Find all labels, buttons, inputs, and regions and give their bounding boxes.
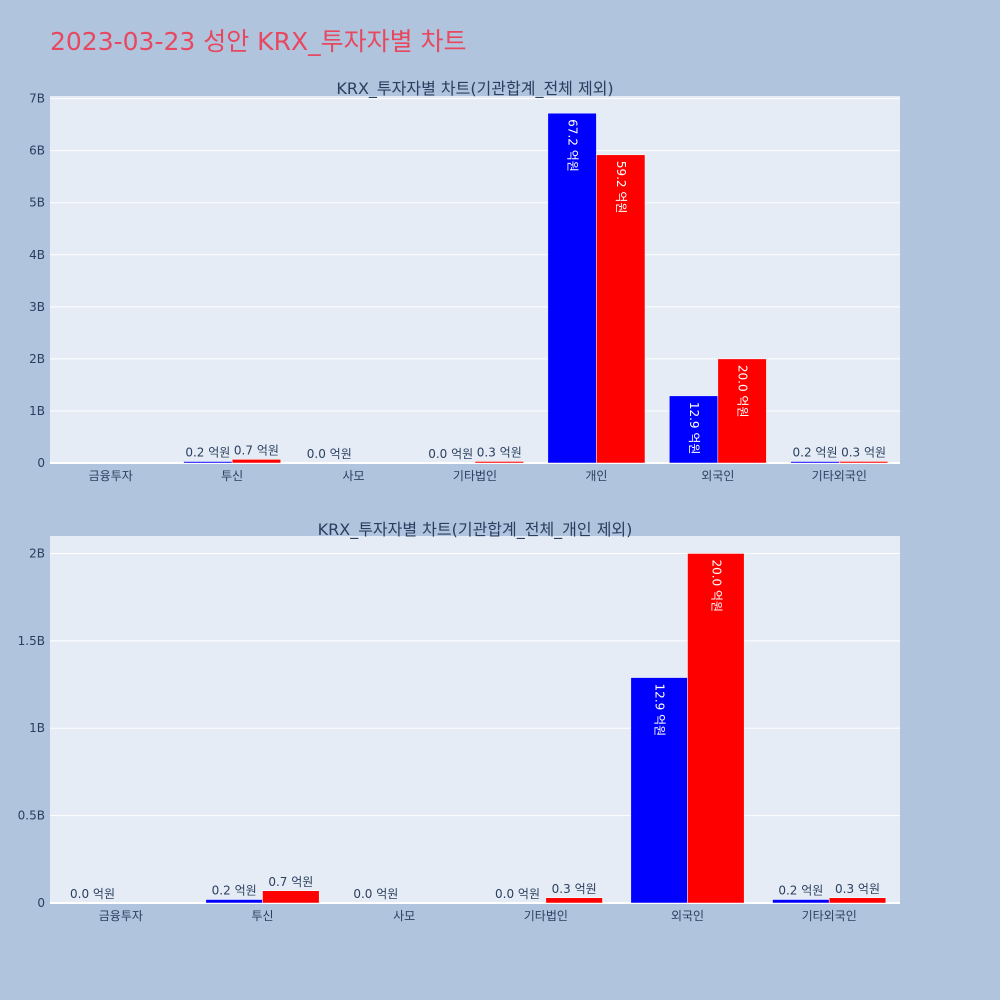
data-label: 0.3 억원 [835, 882, 880, 896]
data-label: 0.2 억원 [185, 446, 230, 460]
bar [790, 461, 840, 464]
y-tick-label: 0 [37, 456, 45, 470]
y-tick-label: 4B [29, 248, 45, 262]
bar [231, 459, 281, 464]
x-tick-label: 기타법인 [453, 469, 497, 483]
bar [717, 358, 767, 464]
x-tick-label: 기타법인 [524, 909, 568, 923]
x-tick-label: 외국인 [701, 469, 734, 483]
data-label: 0.2 억원 [793, 446, 838, 460]
chart-2: 0 0.5B 1B 1.5B 2B KRX_투자자별 차트(기관합계_전체_개인 제외) 금… [18, 520, 900, 923]
y-tick-label: 2B [29, 352, 45, 366]
data-label: 20.0 억원 [736, 365, 750, 418]
plot-area [50, 536, 900, 903]
data-label: 67.2 억원 [566, 119, 580, 172]
data-label: 0.0 억원 [353, 887, 398, 901]
bar [596, 154, 646, 464]
data-label: 59.2 억원 [614, 161, 628, 214]
chart-1: 0 1B 2B 3B 4B 5B 6B 7B KRX_투자자별 차트(기관합계_전체 제외) 금융… [29, 79, 900, 483]
bar [772, 899, 830, 904]
data-label: 0.7 억원 [234, 443, 279, 457]
data-label: 12.9 억원 [653, 684, 667, 737]
data-label: 0.0 억원 [307, 447, 352, 461]
bar [687, 553, 745, 904]
data-label: 0.2 억원 [212, 884, 257, 898]
bar [630, 677, 688, 904]
bar [474, 461, 524, 464]
bar [545, 897, 603, 904]
x-tick-label: 기타외국인 [812, 469, 867, 483]
bar [183, 461, 233, 464]
x-tick-label: 금융투자 [99, 909, 143, 923]
y-tick-label: 2B [29, 546, 45, 560]
y-tick-label: 3B [29, 300, 45, 314]
bar [669, 395, 719, 464]
y-tick-label: 0.5B [18, 809, 45, 823]
x-tick-label: 개인 [585, 469, 607, 483]
bar [205, 899, 263, 904]
x-tick-label: 외국인 [671, 909, 704, 923]
data-label: 20.0 억원 [709, 559, 723, 612]
x-tick-label: 사모 [393, 909, 415, 923]
x-tick-label: 금융투자 [89, 469, 133, 483]
data-label: 0.0 억원 [495, 887, 540, 901]
bar [262, 890, 320, 904]
y-tick-label: 5B [29, 196, 45, 210]
data-label: 0.2 억원 [778, 884, 823, 898]
data-label: 0.0 억원 [428, 447, 473, 461]
y-tick-label: 0 [37, 896, 45, 910]
x-tick-label: 투신 [251, 909, 273, 923]
y-tick-label: 6B [29, 144, 45, 158]
y-tick-label: 7B [29, 92, 45, 106]
chart-title: KRX_투자자별 차트(기관합계_전체_개인 제외) [318, 520, 633, 540]
bar [547, 112, 597, 464]
data-label: 0.3 억원 [552, 882, 597, 896]
x-tick-label: 사모 [343, 469, 365, 483]
y-tick-label: 1.5B [18, 634, 45, 648]
x-tick-label: 기타외국인 [802, 909, 857, 923]
chart-title: KRX_투자자별 차트(기관합계_전체 제외) [336, 79, 613, 99]
bar [828, 897, 887, 904]
y-tick-label: 1B [29, 404, 45, 418]
data-label: 0.0 억원 [70, 887, 115, 901]
data-label: 0.3 억원 [477, 445, 522, 459]
data-label: 0.3 억원 [841, 445, 886, 459]
data-label: 0.7 억원 [268, 875, 313, 889]
bar [839, 461, 889, 464]
data-label: 12.9 억원 [687, 402, 701, 455]
page-title: 2023-03-23 성안 KRX_투자자별 차트 [50, 27, 467, 56]
y-tick-label: 1B [29, 721, 45, 735]
x-tick-label: 투신 [221, 469, 243, 483]
